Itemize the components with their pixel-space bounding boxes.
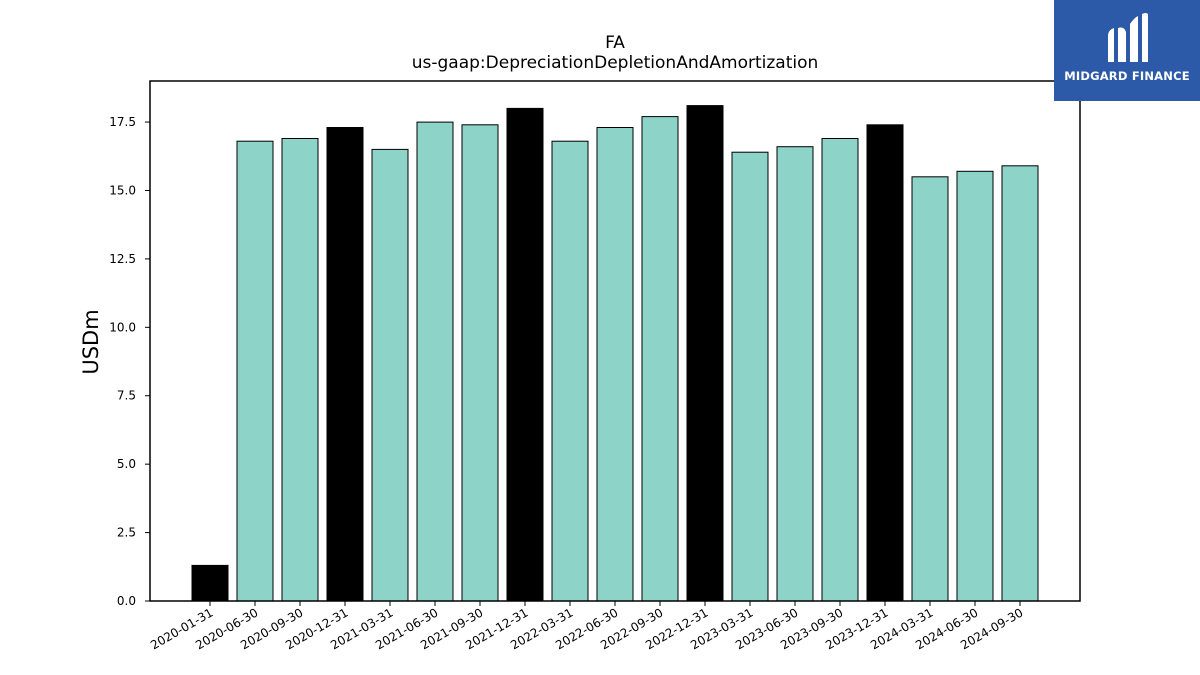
bar-2023-09-30 bbox=[821, 138, 859, 602]
bar-2024-03-31 bbox=[911, 176, 949, 602]
bar-2022-09-30 bbox=[641, 116, 679, 602]
y-tick-label: 0.0 bbox=[117, 594, 136, 608]
y-tick-label: 10.0 bbox=[109, 320, 136, 334]
bar-2023-06-30 bbox=[776, 146, 814, 602]
bar-2020-12-31 bbox=[326, 127, 364, 602]
bar-2022-06-30 bbox=[596, 127, 634, 602]
plot-frame bbox=[149, 80, 1081, 602]
midgard-finance-logo: MIDGARD FINANCE bbox=[1054, 0, 1200, 101]
y-tick-label: 7.5 bbox=[117, 389, 136, 403]
y-tick-label: 15.0 bbox=[109, 183, 136, 197]
bar-2020-01-31 bbox=[191, 564, 229, 602]
bar-2021-03-31 bbox=[371, 148, 409, 602]
y-ticks-group: 0.0 2.5 5.0 7.5 10.0 12.5 15.0 17.5 bbox=[109, 115, 150, 608]
bar-2020-06-30 bbox=[236, 140, 274, 602]
bar-2023-03-31 bbox=[731, 151, 769, 602]
bars-group bbox=[191, 105, 1039, 602]
y-tick-label: 5.0 bbox=[117, 457, 136, 471]
bar-2024-09-30 bbox=[1001, 165, 1039, 602]
logo-text: MIDGARD FINANCE bbox=[1064, 69, 1190, 83]
chart-subtitle: us-gaap:DepreciationDepletionAndAmortiza… bbox=[412, 53, 819, 73]
y-tick-label: 12.5 bbox=[109, 252, 136, 266]
bar-2021-12-31 bbox=[506, 107, 544, 602]
y-tick-label: 17.5 bbox=[109, 115, 136, 129]
bar-2024-06-30 bbox=[956, 170, 994, 602]
bar-2022-03-31 bbox=[551, 140, 589, 602]
midgard-logo-icon bbox=[1108, 13, 1148, 62]
y-tick-label: 2.5 bbox=[117, 526, 136, 540]
bar-2023-12-31 bbox=[866, 124, 904, 602]
x-ticks-group: 2020-01-312020-06-302020-09-302020-12-31… bbox=[148, 601, 1026, 652]
chart-title: FA bbox=[605, 33, 625, 53]
bar-2020-09-30 bbox=[281, 138, 319, 602]
y-axis-label: USDm bbox=[79, 309, 103, 374]
bar-2022-12-31 bbox=[686, 105, 724, 602]
bar-2021-09-30 bbox=[461, 124, 499, 602]
bar-2021-06-30 bbox=[416, 121, 454, 602]
